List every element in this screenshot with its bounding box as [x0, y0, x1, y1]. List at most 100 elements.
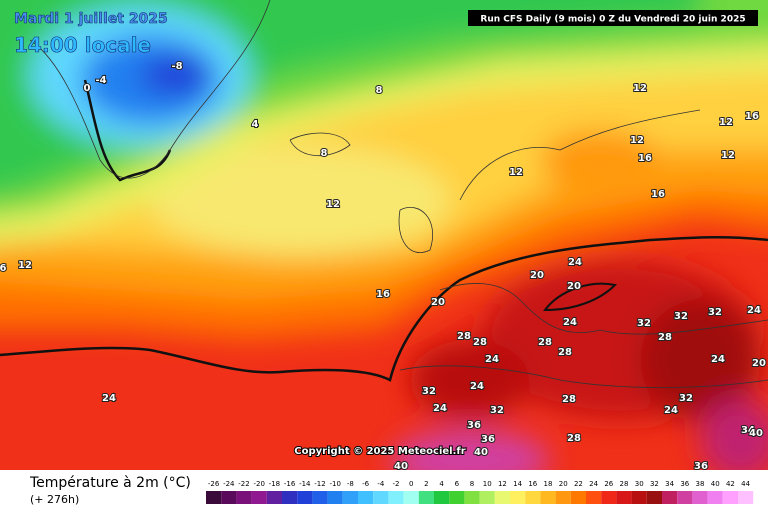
scale-swatch: [586, 491, 602, 504]
contour-label: 40: [749, 428, 763, 439]
scale-label: -4: [377, 480, 385, 488]
scale-label: -22: [238, 480, 249, 488]
contour-label: -8: [171, 61, 182, 72]
contour-label: 24: [711, 354, 725, 365]
contour-label: 6: [0, 263, 7, 274]
scale-label: 18: [544, 480, 553, 488]
scale-swatch: [601, 491, 617, 504]
contour-label: 32: [679, 393, 693, 404]
scale-swatch: [266, 491, 282, 504]
contour-label: 16: [651, 189, 665, 200]
scale-swatch: [342, 491, 358, 504]
scale-swatch: [206, 491, 222, 504]
scale-swatch: [722, 491, 738, 504]
contour-label: 12: [509, 167, 523, 178]
contour-label: 28: [538, 337, 552, 348]
contour-label: 28: [473, 337, 487, 348]
contour-label: -4: [95, 75, 106, 86]
scale-swatch: [692, 491, 708, 504]
scale-swatch: [677, 491, 693, 504]
contour-label: 12: [18, 260, 32, 271]
contour-label: 16: [745, 111, 759, 122]
scale-label: 14: [513, 480, 522, 488]
contour-label: 40: [394, 461, 408, 472]
scale-swatch: [494, 491, 510, 504]
time: 14:00 locale: [14, 33, 151, 57]
scale-swatch: [418, 491, 434, 504]
contour-label: 12: [633, 83, 647, 94]
scale-swatch: [555, 491, 571, 504]
scale-label: 30: [635, 480, 644, 488]
scale-swatch: [570, 491, 586, 504]
contour-label: 12: [721, 150, 735, 161]
scale-swatch: [510, 491, 526, 504]
scale-label: 16: [528, 480, 537, 488]
scale-swatch: [312, 491, 328, 504]
contour-label: 12: [326, 199, 340, 210]
contour-label: 12: [630, 135, 644, 146]
scale-swatch: [662, 491, 678, 504]
contour-label: 28: [558, 347, 572, 358]
scale-swatch: [738, 491, 754, 504]
scale-label: 26: [604, 480, 613, 488]
contour-label: 40: [474, 447, 488, 458]
contour-label: 32: [490, 405, 504, 416]
scale-label: 22: [574, 480, 583, 488]
contour-label: 24: [568, 257, 582, 268]
scale-label: -14: [299, 480, 311, 488]
contour-label: 8: [321, 148, 328, 159]
scale-label: -10: [329, 480, 340, 488]
scale-label: 36: [680, 480, 689, 488]
scale-label: 42: [726, 480, 735, 488]
scale-label: -12: [314, 480, 325, 488]
scale-label: 12: [498, 480, 507, 488]
contour-label: 24: [664, 405, 678, 416]
date: Mardi 1 juillet 2025: [14, 11, 168, 27]
scale-label: 34: [665, 480, 674, 488]
scale-label: 20: [559, 480, 568, 488]
scale-swatch: [403, 491, 419, 504]
scale-swatch: [540, 491, 556, 504]
contour-label: 16: [376, 289, 390, 300]
scale-swatch: [646, 491, 662, 504]
scale-label: -8: [347, 480, 354, 488]
scale-label: 24: [589, 480, 598, 488]
contour-label: 20: [567, 281, 581, 292]
contour-label: 36: [481, 434, 495, 445]
scale-swatch: [221, 491, 237, 504]
contour-label: 32: [422, 386, 436, 397]
scale-label: 28: [620, 480, 629, 488]
scale-label: -24: [223, 480, 235, 488]
scale-label: 2: [424, 480, 428, 488]
lead-time: (+ 276h): [30, 493, 79, 506]
contour-label: 24: [485, 354, 499, 365]
run-box: [468, 10, 758, 26]
contour-label: 24: [102, 393, 116, 404]
scale-label: -16: [284, 480, 296, 488]
contour-label: 20: [752, 358, 766, 369]
contour-label: 20: [431, 297, 445, 308]
scale-label: 10: [483, 480, 492, 488]
scale-swatch: [434, 491, 450, 504]
contour-label: 20: [530, 270, 544, 281]
scale-label: -26: [208, 480, 220, 488]
scale-label: 6: [455, 480, 460, 488]
contour-label: 24: [433, 403, 447, 414]
scale-swatch: [449, 491, 465, 504]
scale-swatch: [464, 491, 480, 504]
contour-label: 4: [252, 119, 259, 130]
contour-labels: -8 -4 0 4 8 8 12 16 20 24 12 12 16 12 16 12 12 16 20 24 20 24…: [0, 60, 767, 473]
scale-label: 38: [696, 480, 705, 488]
contour-label: 8: [376, 85, 383, 96]
scale-swatch: [707, 491, 723, 504]
contour-label: 12: [719, 117, 733, 128]
scale-label: -18: [269, 480, 280, 488]
scale-label: 44: [741, 480, 750, 488]
legend-title: Température à 2m (°C): [29, 475, 191, 491]
scale-label: 40: [711, 480, 720, 488]
contour-label: 28: [567, 433, 581, 444]
scale-swatch: [388, 491, 404, 504]
scale-label: 4: [439, 480, 444, 488]
scale-label: 0: [409, 480, 413, 488]
contour-label: 28: [562, 394, 576, 405]
